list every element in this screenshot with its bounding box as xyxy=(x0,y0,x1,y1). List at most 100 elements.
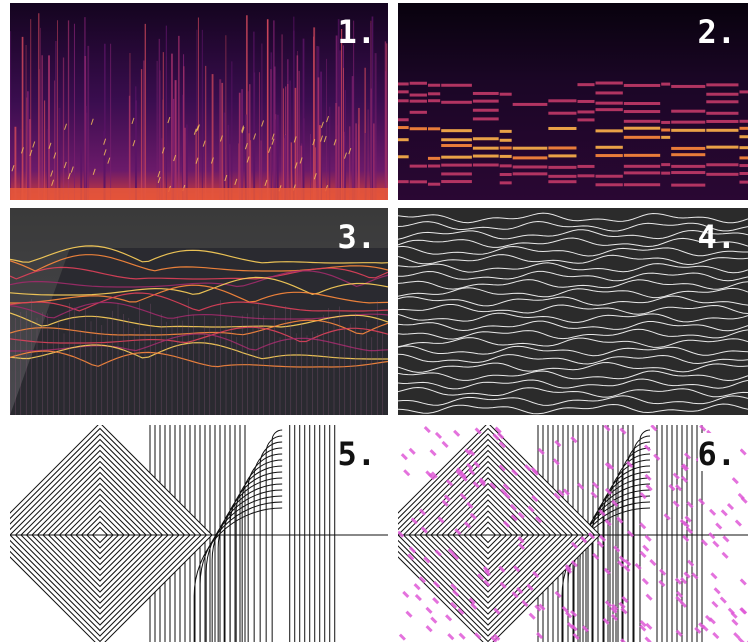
note-band xyxy=(671,110,705,113)
note-band xyxy=(596,154,623,157)
note-band xyxy=(410,165,427,168)
note-band xyxy=(624,84,660,87)
note-band xyxy=(661,129,670,132)
note-band xyxy=(739,135,748,138)
panel-label: 4. xyxy=(697,218,736,256)
note-band xyxy=(500,139,512,142)
note-band xyxy=(398,118,409,121)
note-band xyxy=(398,90,409,93)
note-band xyxy=(706,83,738,86)
note-band xyxy=(428,165,440,168)
note-band xyxy=(706,93,738,96)
note-band xyxy=(410,127,427,130)
note-band xyxy=(671,171,705,174)
note-band xyxy=(500,173,512,176)
note-band xyxy=(577,100,594,103)
note-band xyxy=(398,155,409,158)
note-band xyxy=(428,92,440,95)
note-band xyxy=(441,180,472,183)
note-band xyxy=(706,129,738,132)
panel xyxy=(398,3,748,200)
note-band xyxy=(410,82,427,85)
note-band xyxy=(398,180,409,183)
note-band xyxy=(500,164,512,167)
note-band xyxy=(739,146,748,149)
note-band xyxy=(548,180,576,183)
note-band xyxy=(473,117,499,120)
note-band xyxy=(441,164,472,167)
note-band xyxy=(473,147,499,150)
note-band xyxy=(671,147,705,150)
note-band xyxy=(739,90,748,93)
low-band xyxy=(10,188,388,200)
note-band xyxy=(548,166,576,169)
note-band xyxy=(624,165,660,168)
note-band xyxy=(577,165,594,168)
note-band xyxy=(661,172,670,175)
panel-label: 3. xyxy=(337,218,376,256)
note-band xyxy=(428,99,440,102)
note-band xyxy=(473,100,499,103)
note-band xyxy=(441,101,472,104)
note-band xyxy=(548,175,576,178)
note-band xyxy=(624,127,660,130)
note-band xyxy=(548,112,576,115)
note-band xyxy=(548,154,576,157)
note-band xyxy=(577,110,594,113)
note-band xyxy=(596,102,623,105)
note-band xyxy=(500,146,512,149)
note-band xyxy=(596,129,623,132)
note-band xyxy=(596,108,623,111)
note-band xyxy=(706,112,738,115)
note-band xyxy=(473,92,499,95)
note-band xyxy=(671,129,705,132)
panel-label: 2. xyxy=(697,13,736,51)
note-band xyxy=(513,156,548,159)
panel-label: 6. xyxy=(697,435,736,473)
note-band xyxy=(500,181,512,184)
note-band xyxy=(473,155,499,158)
note-band xyxy=(548,146,576,149)
note-band xyxy=(739,172,748,175)
panel xyxy=(10,208,388,415)
note-band xyxy=(671,153,705,156)
note-band xyxy=(671,121,705,124)
panel-label: 5. xyxy=(337,435,376,473)
note-band xyxy=(398,99,409,102)
note-band xyxy=(500,130,512,133)
note-band xyxy=(596,82,623,85)
note-band xyxy=(661,121,670,124)
note-band xyxy=(577,174,594,177)
note-band xyxy=(739,127,748,130)
note-band xyxy=(513,147,548,150)
note-band xyxy=(671,165,705,168)
note-band xyxy=(473,109,499,112)
note-band xyxy=(441,129,472,132)
note-band xyxy=(596,183,623,186)
note-band xyxy=(624,136,660,139)
note-band xyxy=(661,136,670,139)
note-band xyxy=(739,156,748,159)
note-band xyxy=(624,102,660,105)
note-band xyxy=(706,173,738,176)
note-band xyxy=(473,137,499,140)
panel xyxy=(376,423,748,642)
note-band xyxy=(513,172,548,175)
spectrogram-bg xyxy=(10,3,388,200)
note-band xyxy=(739,164,748,167)
note-band xyxy=(410,111,427,114)
note-band xyxy=(441,172,472,175)
note-band xyxy=(410,94,427,97)
note-band xyxy=(473,163,499,166)
note-band xyxy=(500,93,512,96)
note-band xyxy=(428,127,440,130)
note-band xyxy=(596,175,623,178)
note-band xyxy=(596,146,623,149)
note-band xyxy=(428,157,440,160)
note-band xyxy=(624,171,660,174)
panel xyxy=(0,423,388,642)
panel xyxy=(10,3,388,200)
note-band xyxy=(548,127,576,130)
note-band xyxy=(706,100,738,103)
note-band xyxy=(513,165,548,168)
